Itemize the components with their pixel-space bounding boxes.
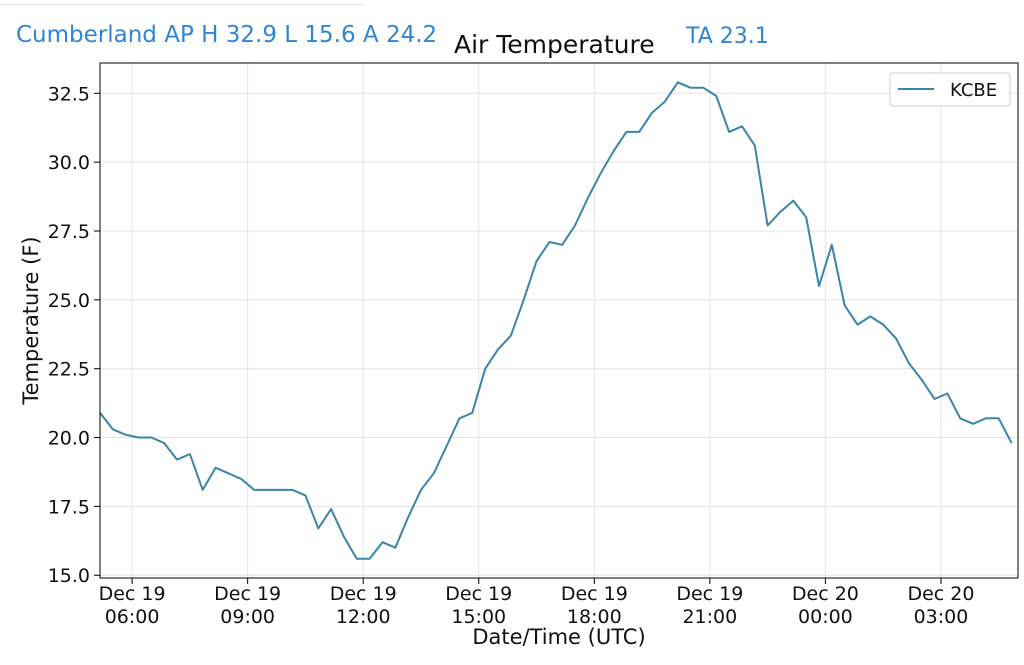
- x-axis-label: Date/Time (UTC): [472, 625, 645, 649]
- x-tick-label-time: 06:00: [105, 606, 160, 628]
- series-layer: [99, 81, 1013, 560]
- legend-box: [889, 72, 1011, 107]
- plot-frame: [99, 62, 1019, 579]
- y-tick-label: 25.0: [48, 290, 90, 312]
- y-tick-label: 22.5: [48, 359, 90, 381]
- y-tick-label: 32.5: [48, 83, 90, 105]
- x-tick-label-time: 21:00: [682, 606, 737, 628]
- x-tick-label-date: Dec 20: [907, 583, 974, 605]
- series-line-kcbe: [99, 81, 1013, 560]
- y-tick-label: 20.0: [48, 428, 90, 450]
- x-tick-label-time: 12:00: [336, 606, 391, 628]
- station-summary: Cumberland AP H 32.9 L 15.6 A 24.2: [16, 22, 438, 48]
- x-tick-label-date: Dec 19: [99, 583, 166, 605]
- x-tick-label-date: Dec 19: [214, 583, 281, 605]
- x-tick-label-time: 18:00: [567, 606, 622, 628]
- y-tick-label: 15.0: [48, 565, 90, 587]
- legend-label: KCBE: [950, 80, 997, 101]
- x-tick-label-date: Dec 19: [330, 583, 397, 605]
- y-tick-label: 17.5: [48, 496, 90, 518]
- grid-layer: [100, 63, 1018, 578]
- y-axis-label: Temperature (F): [19, 236, 43, 405]
- x-tick-label-time: 00:00: [798, 606, 853, 628]
- x-tick-label-date: Dec 19: [561, 583, 628, 605]
- x-tick-label-date: Dec 20: [792, 583, 859, 605]
- ta-value: TA 23.1: [686, 24, 769, 49]
- y-tick-label: 30.0: [48, 152, 90, 174]
- x-tick-label-time: 15:00: [451, 606, 506, 628]
- y-tick-label: 27.5: [48, 221, 90, 243]
- top-divider: [0, 4, 365, 5]
- x-tick-label-date: Dec 19: [445, 583, 512, 605]
- chart-title: Air Temperature: [454, 30, 655, 59]
- x-tick-label-date: Dec 19: [676, 583, 743, 605]
- x-tick-label-time: 09:00: [220, 606, 275, 628]
- x-tick-label-time: 03:00: [914, 606, 969, 628]
- legend: KCBE: [889, 72, 1011, 107]
